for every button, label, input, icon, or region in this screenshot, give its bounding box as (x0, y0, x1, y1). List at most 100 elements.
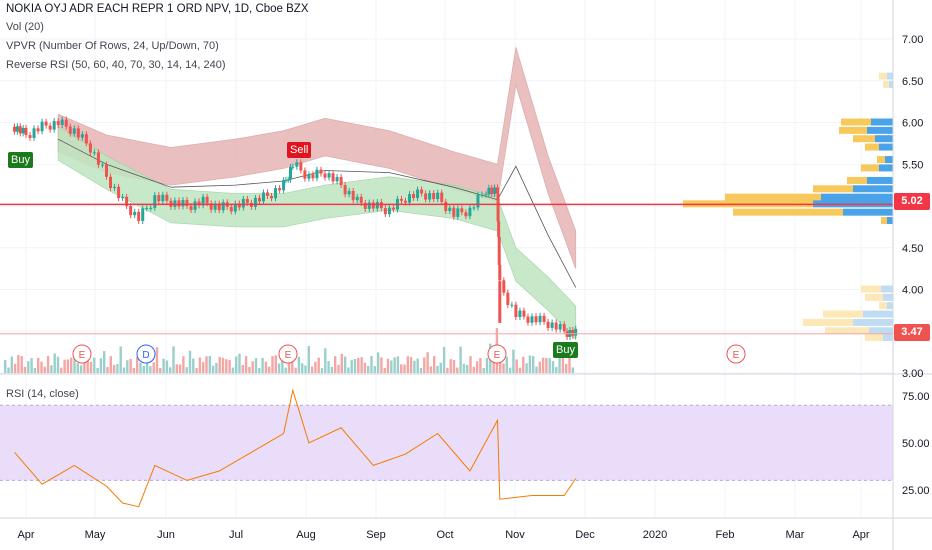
volume-bar (353, 358, 357, 373)
candle (117, 186, 121, 199)
vpvr-up-bar (885, 156, 893, 164)
volume-bar (297, 356, 301, 373)
vpvr-up-bar (821, 193, 893, 201)
rsi-tick-label: 25.00 (902, 485, 930, 497)
candle (311, 174, 315, 179)
candle (213, 203, 217, 210)
candle (558, 324, 562, 330)
candle (133, 211, 137, 216)
candle (266, 192, 269, 196)
volume-bar (126, 360, 129, 373)
candle (534, 316, 538, 323)
candle (229, 206, 233, 212)
candle (270, 195, 274, 199)
volume-bar (403, 364, 406, 373)
volume-bar (7, 367, 10, 373)
candle (526, 316, 530, 323)
volume-bar (46, 356, 50, 373)
volume-bar (96, 367, 99, 373)
vpvr-up-bar (889, 80, 893, 88)
indicator-vpvr[interactable]: VPVR (Number Of Rows, 24, Up/Down, 70) (6, 40, 219, 52)
vpvr-up-bar (869, 327, 893, 335)
vpvr-up-bar (883, 333, 893, 341)
vpvr-down-bar (861, 164, 879, 172)
candle (100, 164, 104, 166)
candle (28, 135, 32, 138)
vpvr-up-bar (875, 135, 893, 143)
volume-bar (277, 363, 281, 373)
volume-bar (324, 348, 327, 373)
volume-bar (360, 357, 363, 373)
volume-bar (159, 367, 162, 373)
volume-bar (122, 367, 126, 373)
candle (506, 292, 510, 305)
volume-bar (119, 346, 122, 373)
candle (487, 187, 491, 195)
indicator-reverse-rsi[interactable]: Reverse RSI (50, 60, 40, 70, 30, 14, 14,… (6, 59, 226, 71)
volume-bar (347, 367, 350, 373)
event-circle (136, 344, 156, 364)
candle (371, 202, 375, 209)
volume-bar (294, 367, 297, 373)
candle (15, 126, 19, 132)
volume-bar (330, 367, 334, 373)
candle (189, 206, 193, 210)
vpvr-down-bar (883, 80, 889, 88)
volume-bar (459, 346, 462, 373)
candle (351, 190, 355, 201)
candle (185, 199, 189, 206)
upper-band (57, 47, 577, 269)
volume-bar (561, 354, 565, 373)
volume-bar (79, 365, 83, 373)
candle (201, 196, 205, 206)
vpvr-down-bar (865, 333, 883, 341)
indicator-rsi[interactable]: RSI (14, close) (6, 388, 79, 400)
volume-bar (423, 357, 426, 373)
volume-bar (482, 367, 485, 373)
candle (359, 196, 363, 203)
volume-bar (320, 367, 324, 373)
candle (221, 202, 225, 211)
volume-bar (532, 356, 535, 373)
candle (554, 322, 558, 330)
vpvr-up-bar (853, 318, 893, 326)
volume-bar (43, 366, 46, 373)
candle (347, 190, 351, 195)
volume-bar (376, 352, 380, 373)
vpvr-down-bar (725, 193, 821, 201)
candle (522, 310, 526, 317)
volume-bar (33, 367, 37, 373)
candle (145, 208, 149, 210)
volume-bar (13, 363, 17, 373)
volume-bar (70, 357, 73, 373)
candle (60, 119, 64, 126)
volume-bar (304, 365, 307, 373)
candle (307, 174, 311, 179)
candle (177, 200, 181, 207)
volume-bar (409, 357, 413, 373)
candle (241, 198, 245, 208)
indicator-volume[interactable]: Vol (20) (6, 21, 44, 33)
volume-bar (512, 349, 515, 373)
vpvr-up-bar (863, 310, 893, 318)
candle (315, 169, 319, 179)
x-tick-label: Apr (17, 529, 34, 541)
candle (355, 196, 359, 201)
volume-bar (433, 356, 436, 373)
volume-bar (406, 356, 409, 373)
candle (432, 193, 436, 200)
candle (96, 152, 100, 165)
candle (412, 194, 416, 199)
candle (343, 185, 347, 195)
volume-bar (93, 357, 96, 373)
x-tick-label: 2020 (643, 529, 667, 541)
candle (497, 236, 501, 265)
volume-bar (53, 353, 56, 373)
volume-bar (109, 356, 112, 373)
volume-bar (30, 358, 33, 373)
candle (40, 121, 44, 132)
y-tick-label: 5.50 (902, 159, 923, 171)
